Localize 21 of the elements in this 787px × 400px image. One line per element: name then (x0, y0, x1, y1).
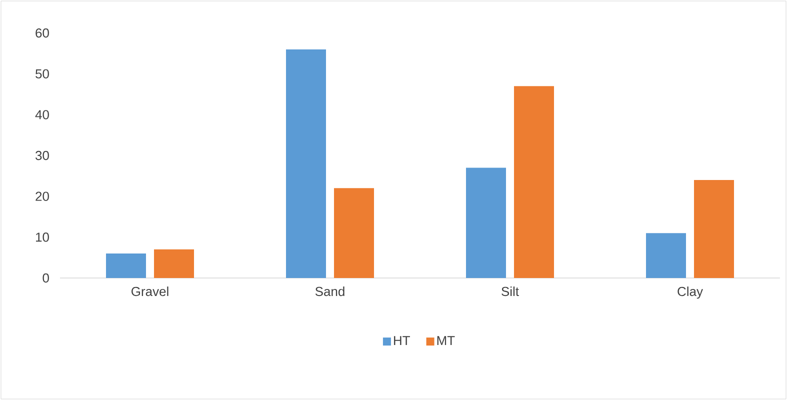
legend-label: MT (437, 336, 455, 346)
bar (466, 168, 506, 278)
x-tick-label: Gravel (132, 286, 168, 296)
bar (334, 188, 374, 278)
y-tick-label: 60 (36, 28, 49, 38)
y-tick-label: 30 (36, 150, 49, 160)
bar (646, 233, 686, 278)
y-tick-label: 0 (42, 273, 49, 283)
y-tick-label: 50 (36, 69, 49, 78)
bar (106, 254, 146, 278)
bar (286, 49, 326, 278)
y-tick-label: 40 (35, 110, 49, 120)
y-tick-label: 20 (36, 192, 49, 201)
bar (694, 180, 734, 278)
x-tick-label: Clay (678, 286, 703, 299)
y-tick-label: 10 (36, 232, 49, 242)
legend-label: HT (394, 336, 410, 346)
bar (154, 249, 194, 278)
x-tick-label: Sand (315, 286, 344, 296)
bar (514, 86, 554, 278)
x-tick-label: Silt (502, 286, 519, 296)
